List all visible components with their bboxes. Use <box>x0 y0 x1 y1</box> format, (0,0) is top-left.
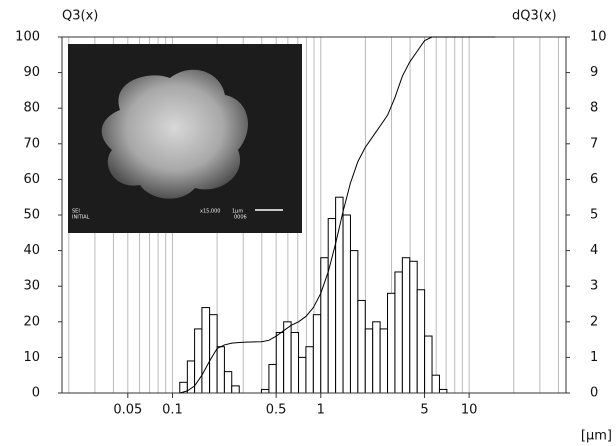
y-tick-label: 80 <box>23 101 40 116</box>
bar <box>387 292 396 394</box>
x-tick-label: 0.1 <box>162 403 183 418</box>
bar <box>438 388 448 394</box>
bar <box>216 346 225 394</box>
bar <box>290 331 300 394</box>
x-tick-label: 5 <box>420 403 428 418</box>
y2-tick-label: 10 <box>590 30 607 45</box>
bar <box>231 385 240 394</box>
y2-axis-label: dQ3(x) <box>512 9 557 24</box>
bar <box>357 299 366 394</box>
y2-tick-label: 9 <box>590 65 598 80</box>
bar <box>298 356 307 394</box>
y-tick-label: 0 <box>32 386 40 401</box>
y2-tick-label: 2 <box>590 314 598 329</box>
y2-tick-label: 4 <box>590 243 598 258</box>
y-tick-label: 60 <box>23 172 40 187</box>
y-tick-label: 20 <box>23 314 40 329</box>
bar <box>194 328 203 394</box>
x-tick-label: 0.05 <box>113 403 142 418</box>
bar <box>416 289 426 394</box>
bar <box>379 328 389 394</box>
y-tick-label: 10 <box>23 350 40 365</box>
bar <box>268 364 277 394</box>
bar <box>320 257 329 394</box>
y2-tick-label: 7 <box>590 136 598 151</box>
x-tick-label: 1 <box>317 403 325 418</box>
y2-tick-label: 0 <box>590 386 598 401</box>
bar <box>424 335 433 394</box>
bar <box>201 307 211 394</box>
inset-label: 0006 <box>234 215 247 221</box>
bar <box>283 321 292 394</box>
y-axis-label: Q3(x) <box>62 9 98 24</box>
bar <box>260 388 270 394</box>
bar <box>312 314 322 394</box>
y2-tick-label: 8 <box>590 101 598 116</box>
y2-tick-label: 3 <box>590 279 598 294</box>
y-tick-label: 70 <box>23 136 40 151</box>
y2-tick-label: 5 <box>590 208 598 223</box>
y-tick-label: 40 <box>23 243 40 258</box>
y-tick-label: 30 <box>23 279 40 294</box>
inset-label: INITIAL <box>72 215 90 221</box>
inset-label: x15,000 <box>200 209 220 215</box>
bar <box>223 371 233 394</box>
y2-tick-label: 6 <box>590 172 598 187</box>
y2-tick-label: 1 <box>590 350 598 365</box>
x-tick-label: 0.5 <box>266 403 287 418</box>
inset-label: SEI <box>72 209 80 215</box>
bar <box>305 346 314 394</box>
y-tick-label: 90 <box>23 65 40 80</box>
bar <box>349 250 359 394</box>
particle <box>101 69 248 199</box>
x-axis-label: [µm] <box>581 429 612 444</box>
cumulative-line <box>179 36 496 394</box>
bar <box>409 260 418 394</box>
bar <box>372 321 381 394</box>
bar <box>431 374 440 394</box>
y-tick-label: 100 <box>15 30 40 45</box>
bar <box>275 331 285 394</box>
inset-label: 1µm <box>232 209 243 215</box>
y-tick-label: 50 <box>23 208 40 223</box>
sem-inset: SEI INITIAL x15,000 1µm 0006 <box>68 44 302 233</box>
bar <box>327 218 337 394</box>
bar <box>364 328 374 394</box>
bar <box>401 257 411 394</box>
bar <box>394 271 403 394</box>
x-tick-label: 10 <box>461 403 478 418</box>
bar <box>342 214 351 394</box>
